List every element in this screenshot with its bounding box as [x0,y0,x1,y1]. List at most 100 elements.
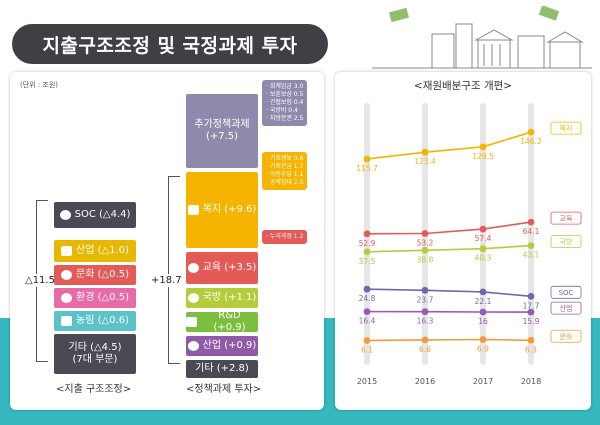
series-0-point-2 [479,143,487,151]
restructure-total: △11.5 [23,274,57,287]
invest-box-1: 복지 (+9.6) [186,172,258,248]
series-0-point-3 [527,128,535,136]
restructure-label-2: 문화 (△0.5) [76,269,129,280]
series-1-point-2 [479,225,487,233]
welfare-callout-line-0: · 기초생보 0.6 [266,155,304,162]
series-4-value-label-2: 16 [478,317,488,326]
series-0-legend-label: 복지 [560,124,573,133]
series-0-value-label-3: 146.2 [520,137,542,146]
rnd-icon [186,317,197,327]
series-4-point-1 [421,308,429,316]
series-5-point-3 [527,336,535,344]
invest-label-0: 추가정책과제 [194,119,250,130]
invest-label-1: 복지 (+9.6) [202,204,257,215]
series-0-value-label-2: 129.5 [472,152,494,161]
series-5-point-0 [363,337,371,344]
series-line-1 [366,221,532,235]
restructure-box-1: 산업 (△1.0) [54,240,136,262]
culture-icon [61,270,72,280]
environment-icon [61,293,72,303]
agriculture-icon [61,316,72,326]
restructure-label-5: 기타 (△4.5) [68,342,122,353]
restructure-box-0: SOC (△4.4) [54,202,136,228]
series-2-point-0 [363,248,371,256]
invest-label-5: 산업 (+0.9) [202,340,257,351]
page-title: 지출구조조정 및 국정과제 투자 [12,24,328,64]
extra-policy-callout-line-4: · 지방분권 2.5 [266,115,304,123]
series-line-4 [366,310,532,313]
defense-icon [187,293,199,303]
welfare-callout: · 기초생보 0.6 · 기초연금 1.7 · 아동수당 1.1 · 공적임대 2.5 [262,152,308,191]
restructure-label-0: SOC (△4.4) [74,209,131,220]
city-skyline-decoration [372,6,592,69]
series-2-value-label-3: 43.1 [523,251,540,260]
series-5-value-label-2: 6.9 [477,344,489,353]
series-1-value-label-1: 53.2 [417,238,434,247]
series-1-legend-tag [550,211,582,225]
series-5-legend-tag [550,329,582,343]
chart-title: <재원배분구조 개편> [413,80,513,92]
invest-box-3: 국방 (+1.1) [186,288,258,308]
series-1-value-label-2: 57.4 [475,234,492,243]
line-chart: 2015 2016 2017 2018 115.7 123.4 129.5 146.2 복지 52… [356,103,582,386]
series-3-point-0 [363,285,371,293]
series-1-value-label-0: 52.9 [359,239,376,248]
invest-label-3: 국방 (+1.1) [202,292,257,303]
series-4-point-2 [479,308,487,316]
invest-total: +18.7 [149,274,184,287]
invest-bracket [168,176,180,364]
series-5-legend-label: 문화 [560,333,573,341]
extra-policy-callout: · 회계임금 3.0 · 보훈보상 0.5 · 간접보험 0.4 · 국방비 0.4 ·… [262,80,308,127]
restructure-box-3: 환경 (△0.5) [54,288,136,308]
industry-icon [187,341,199,351]
series-2-value-label-2: 40.3 [475,254,492,263]
road-icon [59,210,71,220]
series-1-value-label-3: 64.1 [523,227,540,236]
welfare-callout-line-3: · 공적임대 2.5 [266,179,304,187]
restructure-box-2: 문화 (△0.5) [54,265,136,285]
restructure-footer: <지출 구조조정> [56,384,132,395]
series-line-2 [366,244,532,253]
invest-box-0: 추가정책과제 (+7.5) [186,94,258,168]
x-tick-label-2: 2017 [473,377,493,386]
series-4-legend-tag [550,301,582,315]
restructure-label-3: 환경 (△0.5) [76,292,129,303]
education-icon [187,263,199,273]
unit-label: (단위 : 조원) [20,81,59,89]
series-3-legend-label: SOC [559,289,574,297]
series-4-legend-label: 산업 [560,304,573,313]
series-3-point-3 [527,292,535,300]
series-3-value-label-2: 22.1 [475,297,492,306]
welfare-callout-line-2: · 아동수당 1.1 [266,171,304,179]
series-4-value-label-3: 15.9 [523,317,540,326]
invest-footer: <정책과제 투자> [186,384,262,395]
series-0-value-label-0: 115.7 [356,164,378,173]
series-3-legend-tag [550,285,582,299]
education-callout: · 누리과정 1.2 [262,230,308,245]
series-line-0 [366,131,532,160]
series-2-legend-tag [550,235,582,248]
restructure-label-1: 산업 (△1.0) [76,245,129,256]
invest-label-2: 교육 (+3.5) [202,262,257,273]
series-5-point-1 [421,336,429,344]
invest-label-4: R&D (+0.9) [213,310,246,333]
invest-box-2: 교육 (+3.5) [186,252,258,284]
x-tick-label-3: 2018 [521,377,541,386]
industry-icon [61,246,72,256]
series-0-value-label-1: 123.4 [414,157,436,166]
extra-policy-callout-line-0: · 회계임금 3.0 [266,83,304,90]
series-3-point-1 [421,286,429,294]
series-5-value-label-3: 6.3 [525,345,537,354]
series-5-point-2 [479,336,487,343]
restructure-box-5: 기타 (△4.5) (7대 부문) [54,334,136,374]
extra-policy-callout-line-1: · 보훈보상 0.5 [266,91,304,99]
series-2-point-1 [421,246,429,254]
series-4-value-label-0: 16.4 [359,317,376,326]
x-tick-label-1: 2016 [415,377,435,386]
series-line-5 [366,338,532,342]
series-1-point-1 [421,230,429,237]
series-0-point-0 [363,155,371,163]
series-4-point-0 [363,308,371,315]
series-5-value-label-1: 6.6 [419,345,431,354]
